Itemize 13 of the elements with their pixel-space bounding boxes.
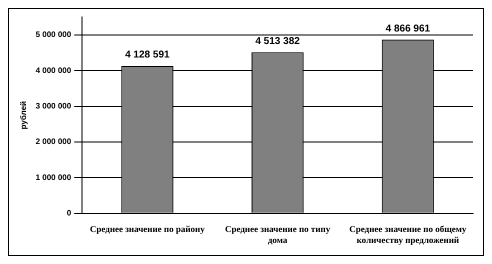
y-axis-title: рублей — [19, 100, 28, 130]
y-tick-label: 2 000 000 — [36, 137, 72, 146]
data-label: 4 128 591 — [125, 50, 170, 61]
y-tick-label: 1 000 000 — [36, 172, 72, 182]
y-tick-label: 5 000 000 — [36, 30, 72, 40]
x-tick-label: Среднее значение по типу дома — [224, 224, 331, 245]
x-tick-label: Среднее значение по общему количеству предложений — [349, 224, 467, 245]
data-label: 4 866 961 — [386, 23, 431, 34]
x-tick-label: Среднее значение по району — [90, 224, 206, 234]
y-tick-label: 4 000 000 — [36, 66, 72, 75]
y-tick-label: 0 — [66, 208, 72, 218]
data-label: 4 513 382 — [255, 36, 300, 47]
y-tick-label: 3 000 000 — [36, 101, 72, 110]
